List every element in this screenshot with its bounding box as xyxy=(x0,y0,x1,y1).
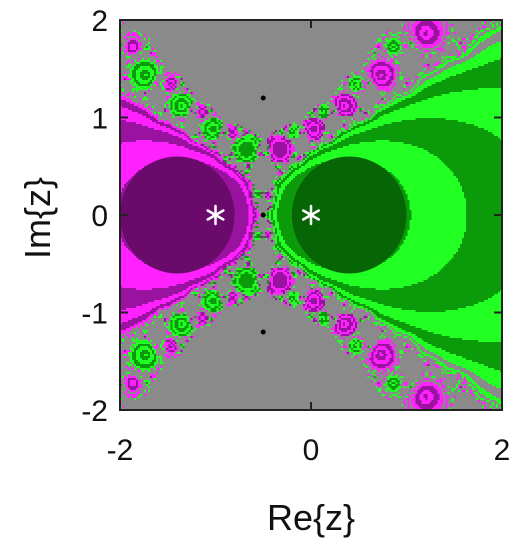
fixed-points xyxy=(260,95,266,335)
y-tick-label-4: -2 xyxy=(81,395,108,428)
fixed-point-0 xyxy=(260,95,266,101)
x-tick-label-0: -2 xyxy=(107,434,134,467)
x-axis-label: Re{z} xyxy=(267,497,355,538)
y-axis-label: Im{z} xyxy=(17,177,58,259)
y-tick-labels: 2 1 0 -1 -2 xyxy=(81,5,108,428)
y-tick-label-3: -1 xyxy=(81,298,108,331)
fixed-point-1 xyxy=(260,212,266,218)
y-tick-label-2: 0 xyxy=(91,200,108,233)
basin-core-0 xyxy=(120,156,235,274)
x-tick-label-1: 0 xyxy=(303,434,320,467)
y-tick-label-1: 1 xyxy=(91,103,108,136)
tick-marks xyxy=(119,19,503,411)
y-tick-label-0: 2 xyxy=(91,5,108,38)
x-tick-labels: -2 0 2 xyxy=(107,434,511,467)
basin-core-1 xyxy=(291,156,407,274)
basin-cores xyxy=(120,156,407,274)
root-marker-1 xyxy=(301,204,321,226)
x-tick-label-2: 2 xyxy=(494,434,511,467)
root-markers xyxy=(206,204,321,226)
fixed-point-2 xyxy=(260,329,266,335)
root-marker-0 xyxy=(206,204,225,226)
